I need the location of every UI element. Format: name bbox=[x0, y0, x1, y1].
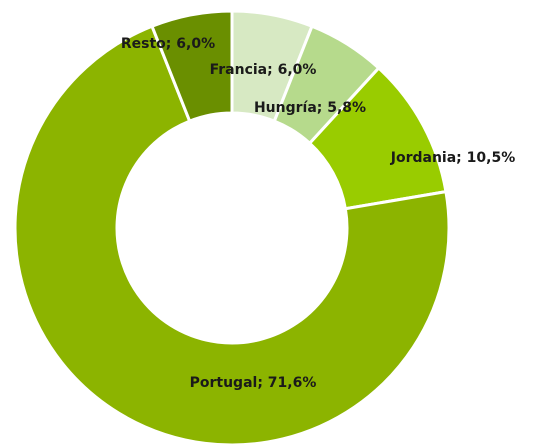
data-label: Portugal; 71,6% bbox=[190, 375, 317, 391]
data-label: Jordania; 10,5% bbox=[390, 150, 515, 166]
data-label: Resto; 6,0% bbox=[121, 36, 215, 52]
data-label: Hungría; 5,8% bbox=[254, 100, 366, 116]
data-label: Francia; 6,0% bbox=[210, 62, 317, 78]
donut-slice bbox=[13, 24, 451, 444]
donut-slice bbox=[150, 9, 234, 124]
